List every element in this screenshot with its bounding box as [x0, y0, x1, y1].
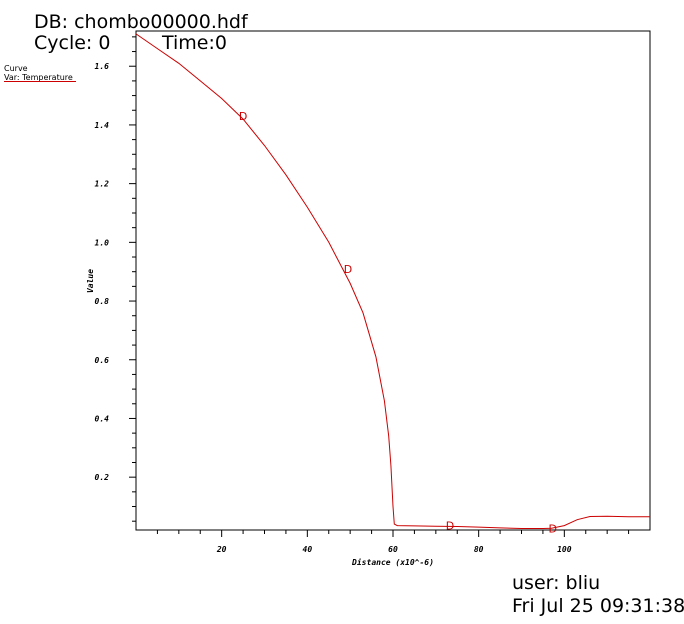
- y-tick-label: 1.0: [95, 238, 110, 247]
- timestamp-label: Fri Jul 25 09:31:38: [512, 595, 684, 617]
- curve-marker: D: [239, 110, 247, 123]
- y-tick-label: 1.2: [95, 180, 110, 189]
- series-line-temperature: [135, 33, 650, 529]
- y-tick-label: 0.8: [95, 297, 110, 306]
- curve-marker: D: [446, 520, 454, 533]
- x-tick-label: 40: [303, 545, 313, 554]
- plot-frame: [135, 30, 651, 531]
- series-layer: [135, 33, 650, 529]
- legend: Curve Var: Temperature: [4, 64, 73, 82]
- database-label: DB: chombo00000.hdf: [34, 11, 248, 33]
- y-tick-label: 1.6: [95, 62, 110, 71]
- legend-line-swatch: [4, 81, 76, 82]
- cycle-label: Cycle: 0: [34, 32, 111, 54]
- y-tick-label: 1.4: [95, 121, 110, 130]
- x-axis-title: Distance (x10^-6): [351, 557, 434, 567]
- x-tick-label: 60: [388, 545, 398, 554]
- marker-layer: D D D D: [239, 110, 557, 535]
- curve-marker: D: [344, 263, 352, 276]
- x-tick-label: 100: [557, 545, 572, 554]
- y-axis-title: Value: [86, 269, 95, 293]
- legend-variable: Var: Temperature: [4, 73, 73, 82]
- y-tick-label: 0.2: [95, 473, 110, 482]
- x-tick-label: 20: [216, 545, 227, 554]
- time-label: Time:0: [162, 32, 227, 54]
- axis-ticks: 20 40 60 80 100 0.2 0.4 0.6 0.8 1.0 1.2 1.4 1.6: [95, 36, 630, 554]
- y-tick-label: 0.6: [95, 356, 110, 365]
- user-label: user: bliu: [512, 572, 601, 594]
- y-tick-label: 0.4: [95, 414, 110, 423]
- legend-title: Curve: [4, 64, 28, 73]
- curve-marker: D: [549, 523, 557, 536]
- x-tick-label: 80: [474, 545, 484, 554]
